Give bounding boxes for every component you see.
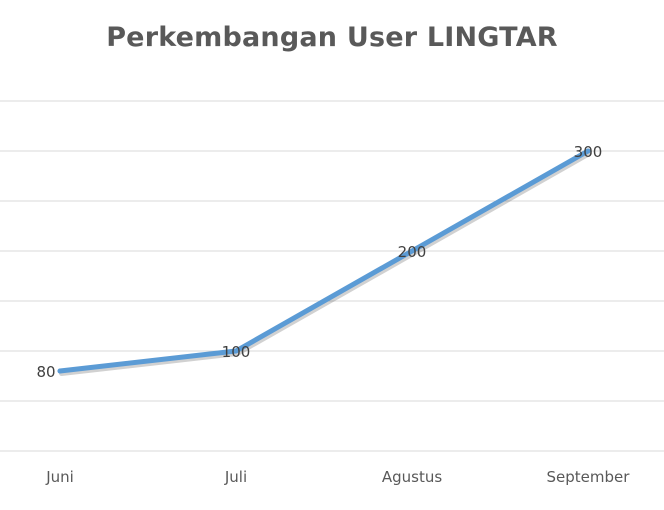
data-label: 200 (398, 243, 427, 261)
series-line-shadow (59, 151, 592, 376)
series-line (57, 148, 591, 374)
data-point (233, 348, 239, 354)
x-tick-label: Agustus (382, 468, 442, 486)
data-label: 300 (574, 143, 603, 161)
data-point (585, 148, 591, 154)
data-label: 80 (36, 363, 55, 381)
x-tick-label: Juni (45, 468, 74, 486)
x-tick-label: September (547, 468, 631, 486)
data-point (57, 368, 63, 374)
data-point (409, 248, 415, 254)
chart-title: Perkembangan User LINGTAR (106, 22, 558, 53)
data-label: 100 (222, 343, 251, 361)
x-tick-label: Juli (224, 468, 247, 486)
